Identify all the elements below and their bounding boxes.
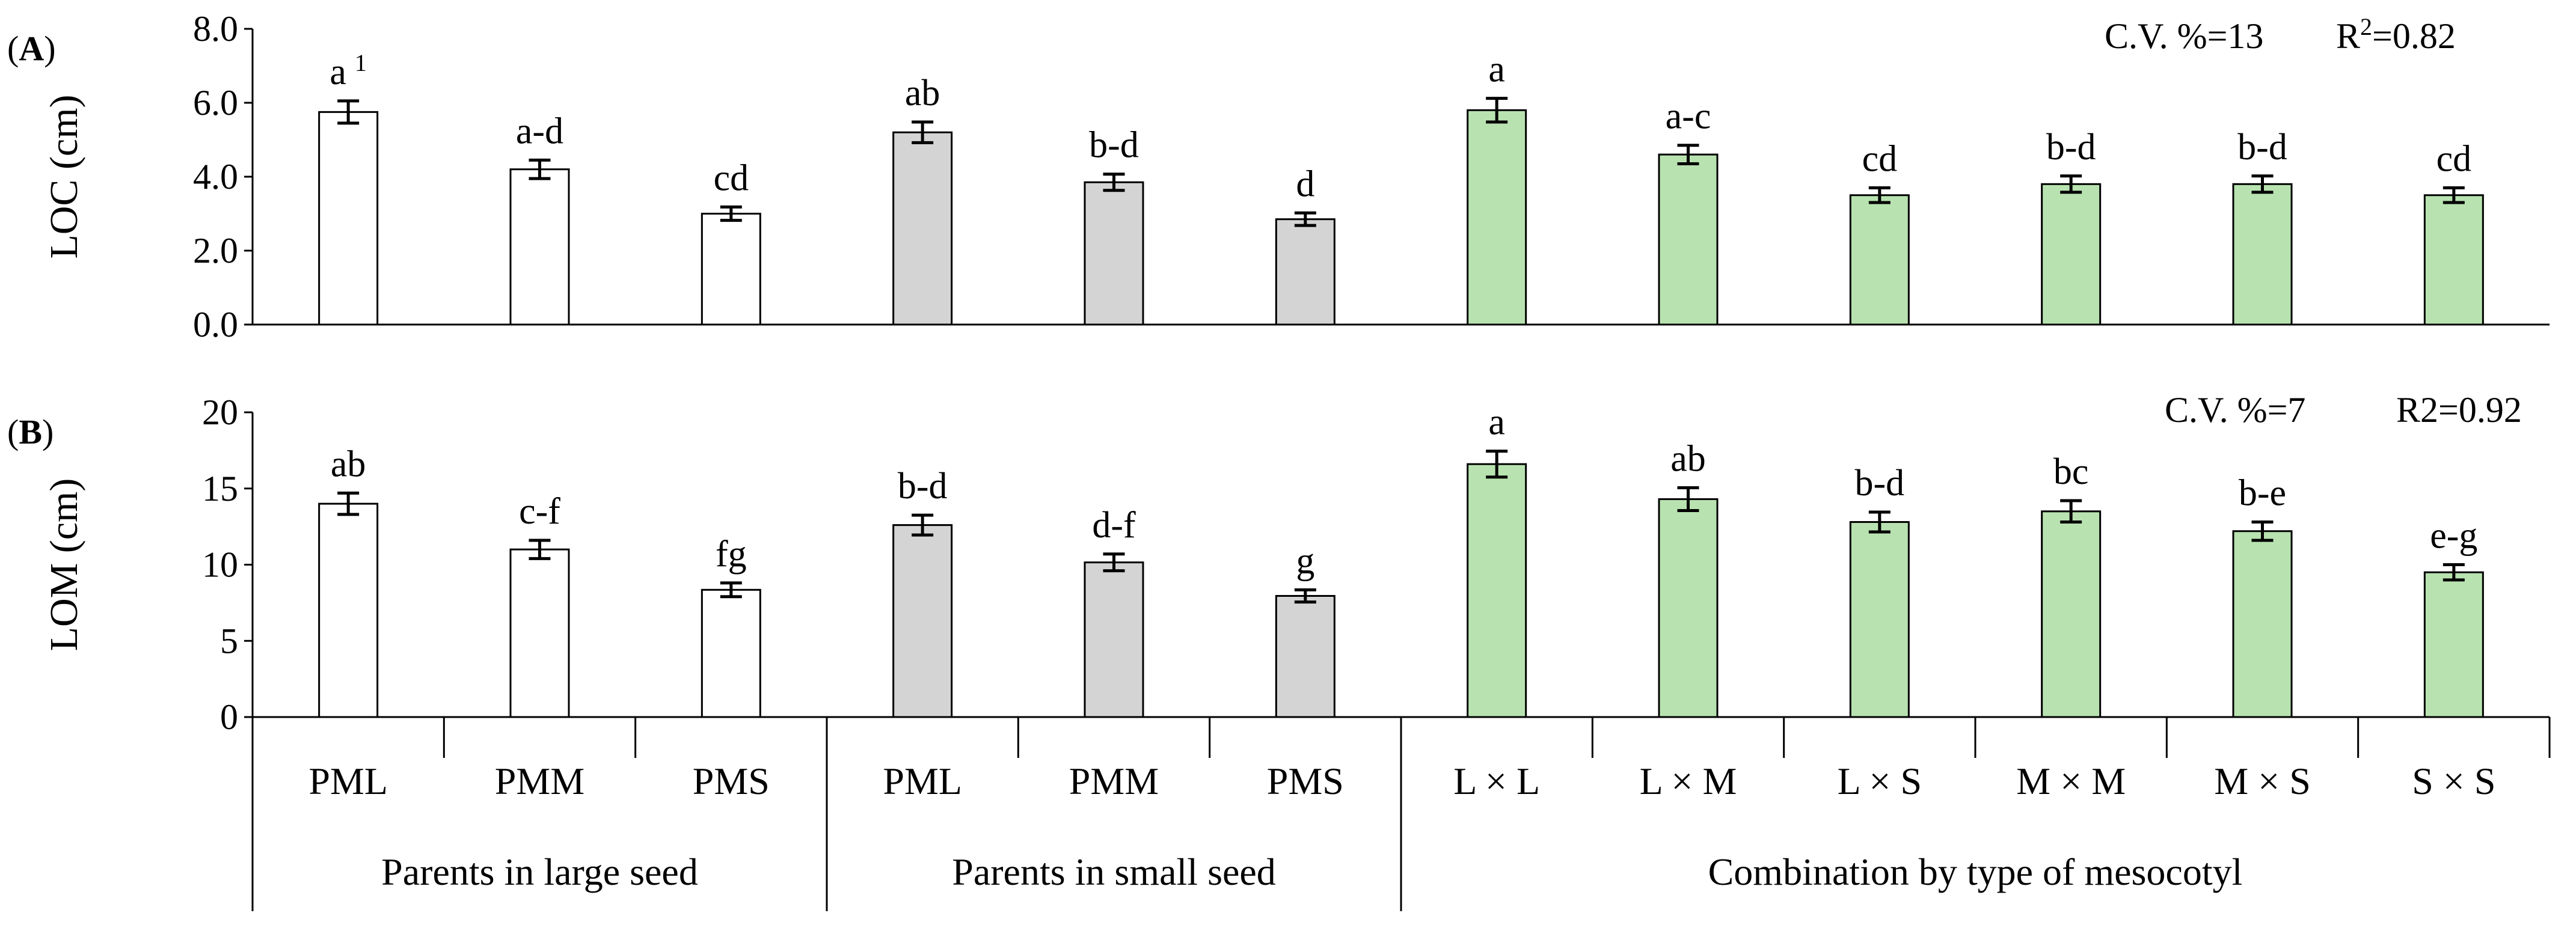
bar-a-11 <box>2423 194 2484 326</box>
sig-letter-b-10: b-e <box>2239 473 2286 514</box>
y-tick-label-b-4: 20 <box>202 392 238 432</box>
panel-label-a: (A) <box>7 29 56 68</box>
bar-a-6 <box>1467 109 1527 326</box>
panel-label-b: (B) <box>7 412 54 451</box>
sig-letter-a-9: b-d <box>2046 127 2096 168</box>
x-category-label-3: PML <box>883 760 962 802</box>
sig-letter-a-8: cd <box>1862 138 1898 179</box>
bar-b-2 <box>701 588 761 718</box>
sig-letter-a-7: a-c <box>1666 96 1711 137</box>
bar-b-7 <box>1658 498 1719 718</box>
y-tick-label-a-4: 8.0 <box>193 9 238 49</box>
sig-letter-b-4: d-f <box>1092 505 1136 546</box>
x-category-label-5: PMS <box>1267 760 1344 802</box>
sig-letter-a-5: d <box>1296 163 1314 204</box>
group-label-0: Parents in large seed <box>381 850 698 893</box>
x-category-label-4: PMM <box>1069 760 1159 802</box>
y-tick-label-b-3: 15 <box>202 469 238 508</box>
bar-b-10 <box>2232 530 2293 718</box>
y-axis-label-a: LOC (cm) <box>42 94 86 258</box>
bar-a-2 <box>701 213 761 326</box>
panel-a: (A)LOC (cm)0.02.04.06.08.0a 1a-dcdabb-dda… <box>7 9 2550 344</box>
bar-b-5 <box>1275 594 1336 718</box>
sig-letter-b-3: b-d <box>898 466 948 507</box>
sig-letter-b-8: b-d <box>1855 463 1905 504</box>
y-tick-label-b-1: 5 <box>220 621 238 661</box>
x-category-label-11: S × S <box>2412 760 2495 802</box>
x-category-label-0: PML <box>308 760 388 802</box>
cv-text-a: C.V. %=13 <box>2105 16 2263 56</box>
y-tick-label-b-2: 10 <box>202 545 238 585</box>
y-tick-label-b-0: 0 <box>220 697 238 737</box>
group-label-2: Combination by type of mesocotyl <box>1708 850 2243 893</box>
bar-a-5 <box>1275 218 1336 326</box>
bar-b-9 <box>2041 510 2102 718</box>
bar-b-3 <box>892 524 953 718</box>
footnote-marker: 1 <box>355 49 367 76</box>
sig-letter-a-10: b-d <box>2237 127 2287 168</box>
sig-letter-a-2: cd <box>714 157 749 198</box>
sig-letter-b-6: a <box>1488 402 1505 443</box>
bar-b-4 <box>1084 561 1144 718</box>
sig-letter-a-6: a <box>1488 49 1505 90</box>
sig-letter-b-9: bc <box>2053 451 2089 492</box>
panel-b: (B) LOM (cm) 0 5 10 15 20 ab c-f fg b-d d-f g a ab b-d b… <box>7 390 2550 737</box>
sig-letter-b-0: ab <box>331 444 366 484</box>
bar-b-11 <box>2423 571 2484 718</box>
x-category-label-2: PMS <box>693 760 770 802</box>
y-tick-label-a-2: 4.0 <box>193 157 238 197</box>
sig-letter-b-1: c-f <box>519 491 560 532</box>
r2-text-a: R2=0.82 <box>2336 13 2456 56</box>
r2-text-b: R2=0.92 <box>2396 390 2522 430</box>
x-category-label-9: M × M <box>2016 760 2126 802</box>
bar-b-6 <box>1467 463 1527 718</box>
x-category-label-10: M × S <box>2214 760 2311 802</box>
bar-b-0 <box>318 502 379 718</box>
sig-letter-a-3: ab <box>905 73 940 114</box>
y-tick-label-a-0: 0.0 <box>193 305 238 344</box>
sig-letter-b-5: g <box>1296 540 1314 581</box>
sig-letter-b-7: ab <box>1670 438 1706 479</box>
group-label-1: Parents in small seed <box>952 850 1276 893</box>
sig-letter-a-1: a-d <box>516 111 563 151</box>
bar-a-0 <box>318 111 379 326</box>
bar-a-7 <box>1658 153 1719 326</box>
bar-a-10 <box>2232 183 2293 326</box>
x-category-label-1: PMM <box>495 760 584 802</box>
y-tick-label-a-1: 2.0 <box>193 231 238 270</box>
x-category-label-7: L × M <box>1640 760 1737 802</box>
sig-letter-b-2: fg <box>716 534 747 575</box>
x-axis-categories: PML PMM PMS PML PMM PMS L × L L × M L × S M × M M … <box>251 717 2551 911</box>
bar-b-8 <box>1849 521 1910 718</box>
sig-letter-a-11: cd <box>2436 138 2472 179</box>
x-category-label-6: L × L <box>1453 760 1540 802</box>
cv-text-b: C.V. %=7 <box>2165 390 2305 430</box>
bar-a-1 <box>509 168 570 326</box>
y-axis-label-b: LOM (cm) <box>42 478 86 652</box>
sig-letter-a-4: b-d <box>1089 125 1139 166</box>
bar-b-1 <box>509 548 570 718</box>
bar-a-8 <box>1849 194 1910 326</box>
x-category-label-8: L × S <box>1838 760 1922 802</box>
sig-letter-b-11: e-g <box>2430 516 2477 557</box>
bar-a-3 <box>892 131 953 326</box>
bar-a-9 <box>2041 183 2102 326</box>
y-tick-label-a-3: 6.0 <box>193 83 238 123</box>
bar-a-4 <box>1084 181 1144 326</box>
